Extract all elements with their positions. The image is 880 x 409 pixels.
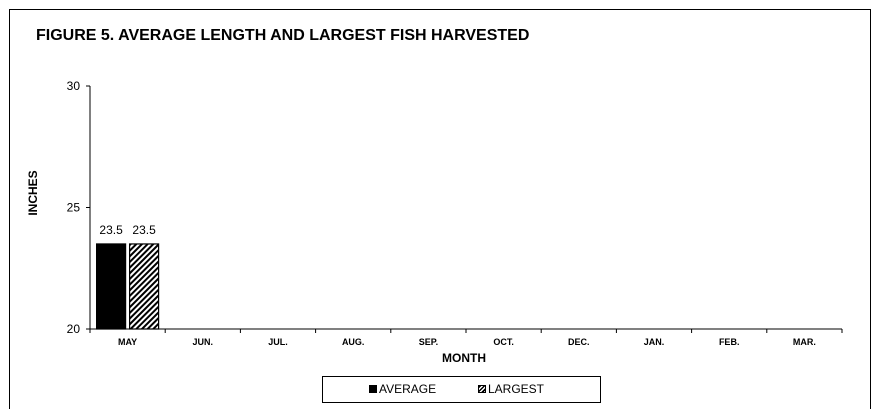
- legend-label-average: AVERAGE: [379, 382, 437, 396]
- x-tick-label: SEP.: [419, 337, 438, 347]
- x-axis-label: MONTH: [442, 351, 486, 365]
- y-tick-label: 30: [67, 79, 81, 93]
- x-tick-label: AUG.: [342, 337, 365, 347]
- y-tick-label: 20: [67, 322, 81, 336]
- bar-largest-may: [129, 243, 160, 330]
- chart-legend: AVERAGE LARGEST: [322, 376, 601, 403]
- legend-label-largest: LARGEST: [488, 382, 545, 396]
- legend-item-average: AVERAGE: [369, 382, 436, 396]
- legend-swatch-average: [369, 385, 377, 393]
- x-tick-label: FEB.: [719, 337, 740, 347]
- x-tick-label: JAN.: [644, 337, 665, 347]
- x-tick-label: OCT.: [493, 337, 514, 347]
- y-tick-label: 25: [67, 201, 81, 215]
- data-label-average: 23.5: [99, 223, 123, 237]
- x-tick-label: JUN.: [193, 337, 214, 347]
- legend-swatch-largest: [478, 385, 486, 393]
- x-tick-label: MAR.: [793, 337, 816, 347]
- legend-item-largest: LARGEST: [478, 382, 544, 396]
- x-tick-label: MAY: [118, 337, 137, 347]
- chart-title: FIGURE 5. AVERAGE LENGTH AND LARGEST FIS…: [36, 27, 530, 44]
- x-tick-label: JUL.: [268, 337, 288, 347]
- data-label-largest: 23.5: [132, 223, 156, 237]
- bar-average-may: [95, 243, 127, 330]
- x-tick-label: DEC.: [568, 337, 590, 347]
- y-axis-label: INCHES: [26, 170, 40, 215]
- chart-frame: [9, 9, 871, 409]
